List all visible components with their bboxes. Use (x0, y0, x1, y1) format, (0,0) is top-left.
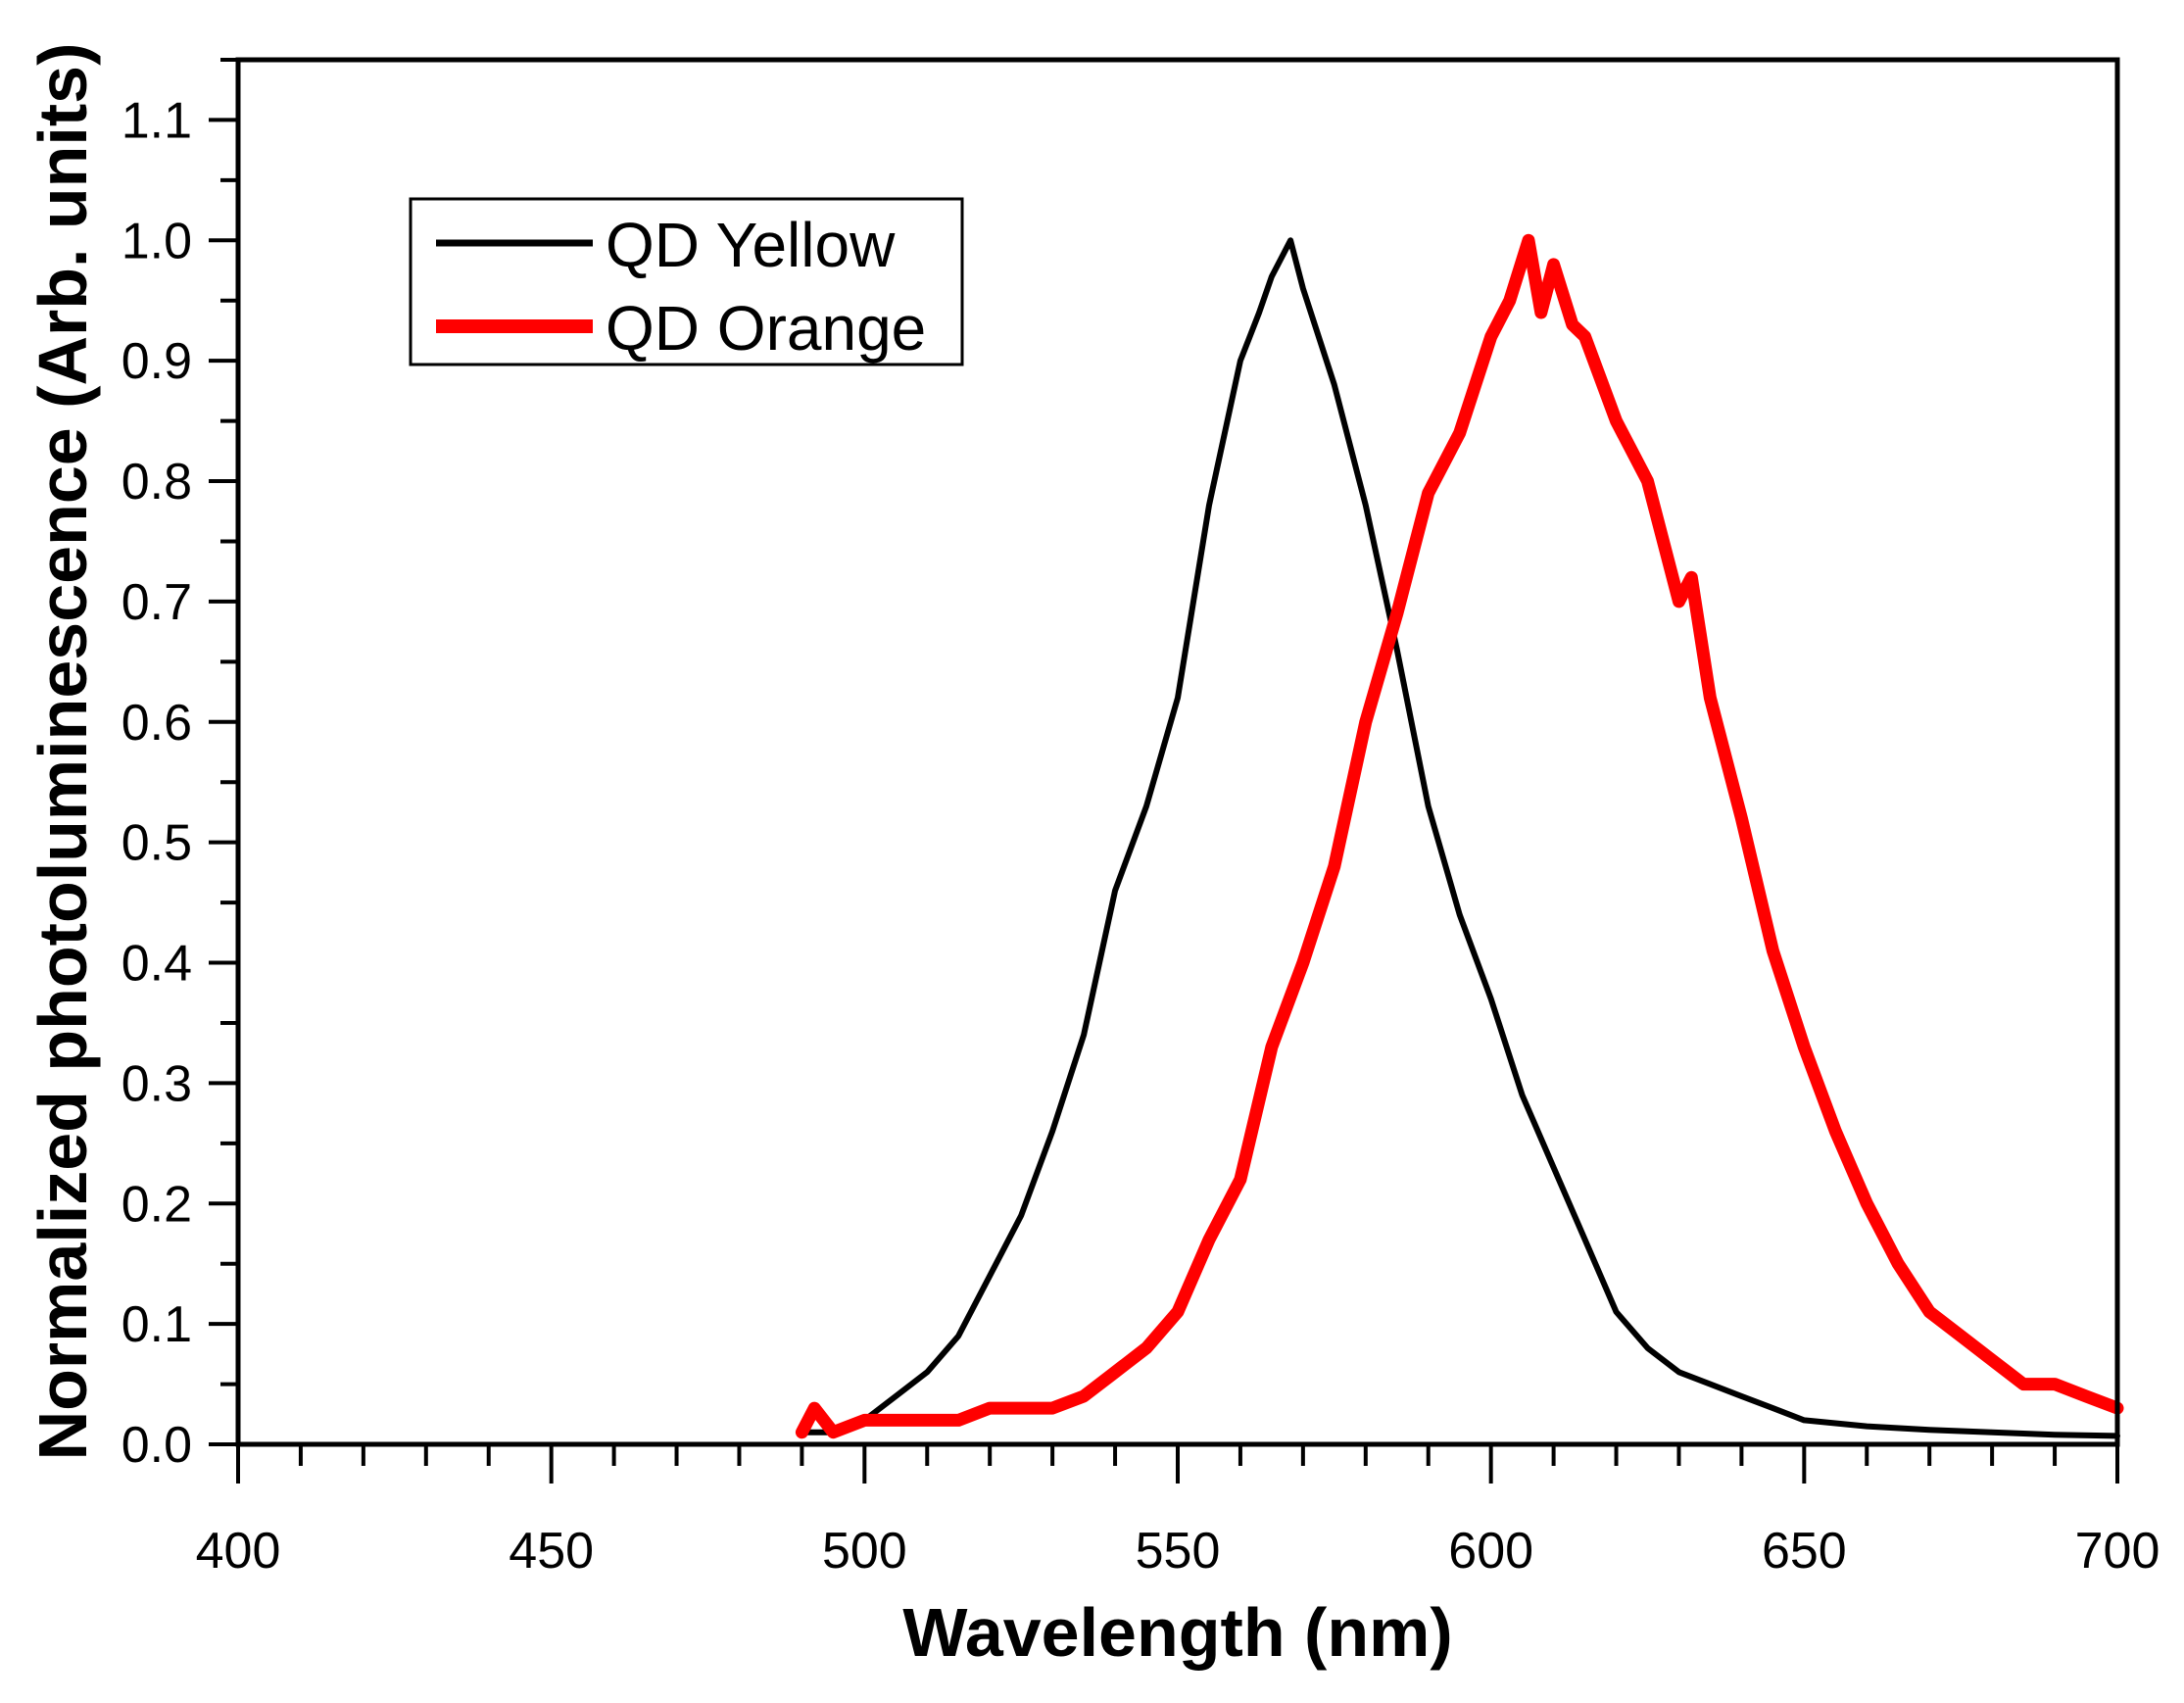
x-tick-label: 600 (1448, 1523, 1533, 1580)
legend-label-yellow: QD Yellow (606, 210, 896, 280)
x-tick-label: 450 (509, 1523, 594, 1580)
y-tick-label: 0.3 (121, 1055, 192, 1112)
y-tick-label: 0.1 (121, 1296, 192, 1353)
y-tick-label: 1.1 (121, 92, 192, 149)
y-tick-label: 0.7 (121, 574, 192, 631)
y-tick-label: 0.0 (121, 1417, 192, 1474)
axes-layer: 400 450 500 550 600 650 700 0.0 0.1 0.2 0.3 0.4 0.5 0… (121, 58, 2160, 1580)
x-tick-label: 500 (822, 1523, 907, 1580)
legend: QD Yellow QD Orange (409, 197, 964, 366)
legend-box (409, 197, 964, 366)
series-line-qd-orange (795, 233, 2124, 1439)
x-axis-title: Wavelength (nm) (902, 1594, 1452, 1671)
y-tick-label: 0.9 (121, 333, 192, 390)
y-axis-title: Normalized photoluminescence (Arb. units… (24, 43, 101, 1461)
legend-label-orange: QD Orange (606, 293, 926, 364)
y-tick-label: 0.5 (121, 815, 192, 872)
series-layer (795, 233, 2124, 1439)
y-tick-label: 0.8 (121, 454, 192, 511)
x-tick-label: 700 (2075, 1523, 2160, 1580)
series-line-qd-yellow (799, 237, 2120, 1439)
y-tick-label: 0.2 (121, 1176, 192, 1233)
y-tick-label: 0.4 (121, 936, 192, 993)
x-tick-label: 550 (1136, 1523, 1221, 1580)
x-tick-label: 650 (1762, 1523, 1847, 1580)
y-tick-label: 1.0 (121, 213, 192, 269)
x-tick-label: 400 (196, 1523, 281, 1580)
y-tick-label: 0.6 (121, 695, 192, 752)
